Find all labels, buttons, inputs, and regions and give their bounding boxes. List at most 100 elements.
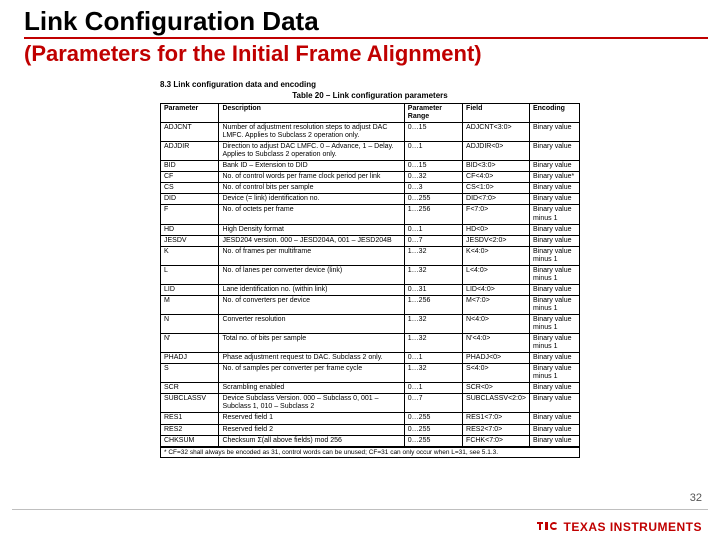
table-cell: CHKSUM [161,435,219,446]
table-cell: Binary value [529,284,579,295]
table-cell: No. of control bits per sample [219,183,404,194]
table-cell: Bank ID – Extension to DID [219,161,404,172]
table-cell: Number of adjustment resolution steps to… [219,123,404,142]
table-cell: No. of frames per multiframe [219,246,404,265]
table-cell: Binary value minus 1 [529,295,579,314]
table-cell: BID<3:0> [463,161,530,172]
table-cell: ADJCNT<3:0> [463,123,530,142]
table-cell: Binary value [529,353,579,364]
table-cell: No. of samples per converter per frame c… [219,364,404,383]
table-caption: Table 20 – Link configuration parameters [160,91,580,100]
page-title: Link Configuration Data [24,6,708,39]
table-cell: Binary value [529,194,579,205]
table-cell: Binary value [529,183,579,194]
table-cell: N'<4:0> [463,334,530,353]
table-cell: L<4:0> [463,265,530,284]
table-cell: Binary value minus 1 [529,314,579,333]
table-row: LIDLane identification no. (within link)… [161,284,580,295]
table-cell: 0…255 [404,194,462,205]
table-cell: M [161,295,219,314]
table-cell: No. of control words per frame clock per… [219,172,404,183]
table-cell: 1…32 [404,334,462,353]
table-cell: Lane identification no. (within link) [219,284,404,295]
table-cell: 0…255 [404,435,462,446]
table-row: SUBCLASSVDevice Subclass Version. 000 – … [161,394,580,413]
table-cell: No. of lanes per converter device (link) [219,265,404,284]
table-cell: JESDV<2:0> [463,235,530,246]
table-cell: FCHK<7:0> [463,435,530,446]
table-cell: 1…256 [404,295,462,314]
table-cell: Binary value [529,161,579,172]
table-cell: RES1 [161,413,219,424]
params-table: Parameter Description Parameter Range Fi… [160,103,580,447]
table-body: ADJCNTNumber of adjustment resolution st… [161,123,580,447]
table-row: SNo. of samples per converter per frame … [161,364,580,383]
table-cell: 0…1 [404,353,462,364]
table-cell: DID [161,194,219,205]
table-cell: N' [161,334,219,353]
table-cell: SCR<0> [463,383,530,394]
page-subtitle: (Parameters for the Initial Frame Alignm… [24,41,708,67]
table-row: CFNo. of control words per frame clock p… [161,172,580,183]
table-row: KNo. of frames per multiframe1…32K<4:0>B… [161,246,580,265]
table-cell: RES1<7:0> [463,413,530,424]
table-row: JESDVJESD204 version. 000 – JESD204A, 00… [161,235,580,246]
table-cell: Binary value [529,235,579,246]
table-row: LNo. of lanes per converter device (link… [161,265,580,284]
table-cell: N<4:0> [463,314,530,333]
table-cell: Binary value [529,435,579,446]
table-cell: Reserved field 2 [219,424,404,435]
table-cell: 0…31 [404,284,462,295]
table-cell: LID<4:0> [463,284,530,295]
table-cell: 1…32 [404,246,462,265]
table-cell: Binary value minus 1 [529,364,579,383]
table-cell: Binary value minus 1 [529,265,579,284]
table-cell: 0…7 [404,235,462,246]
table-cell: M<7:0> [463,295,530,314]
table-cell: Binary value minus 1 [529,205,579,224]
table-row: N'Total no. of bits per sample1…32N'<4:0… [161,334,580,353]
table-header-row: Parameter Description Parameter Range Fi… [161,104,580,123]
table-cell: 0…1 [404,383,462,394]
table-cell: DID<7:0> [463,194,530,205]
table-cell: Binary value [529,383,579,394]
table-cell: Binary value [529,224,579,235]
table-cell: Binary value [529,424,579,435]
table-cell: RES2 [161,424,219,435]
table-cell: High Density format [219,224,404,235]
document-body: 8.3 Link configuration data and encoding… [160,80,580,458]
table-cell: 0…1 [404,224,462,235]
table-cell: Scrambling enabled [219,383,404,394]
table-row: HDHigh Density format0…1HD<0>Binary valu… [161,224,580,235]
table-cell: 0…32 [404,172,462,183]
table-cell: ADJDIR [161,142,219,161]
table-cell: BID [161,161,219,172]
table-cell: Binary value [529,142,579,161]
table-cell: K [161,246,219,265]
table-cell: 1…256 [404,205,462,224]
table-cell: CF<4:0> [463,172,530,183]
table-cell: RES2<7:0> [463,424,530,435]
table-row: DIDDevice (= link) identification no.0…2… [161,194,580,205]
table-cell: PHADJ<0> [463,353,530,364]
table-cell: F<7:0> [463,205,530,224]
table-row: RES2Reserved field 20…255RES2<7:0>Binary… [161,424,580,435]
table-cell: N [161,314,219,333]
col-field: Field [463,104,530,123]
table-cell: Total no. of bits per sample [219,334,404,353]
brand-name: TEXAS INSTRUMENTS [563,520,702,534]
ti-logo-icon [535,520,557,534]
table-row: PHADJPhase adjustment request to DAC. Su… [161,353,580,364]
brand-logo: TEXAS INSTRUMENTS [535,520,702,534]
table-cell: Binary value minus 1 [529,246,579,265]
header: Link Configuration Data (Parameters for … [24,6,708,67]
table-cell: Binary value [529,394,579,413]
col-parameter: Parameter [161,104,219,123]
table-cell: 0…15 [404,123,462,142]
table-cell: Phase adjustment request to DAC. Subclas… [219,353,404,364]
table-cell: 0…3 [404,183,462,194]
table-cell: L [161,265,219,284]
table-cell: LID [161,284,219,295]
table-row: CSNo. of control bits per sample0…3CS<1:… [161,183,580,194]
table-cell: Device (= link) identification no. [219,194,404,205]
